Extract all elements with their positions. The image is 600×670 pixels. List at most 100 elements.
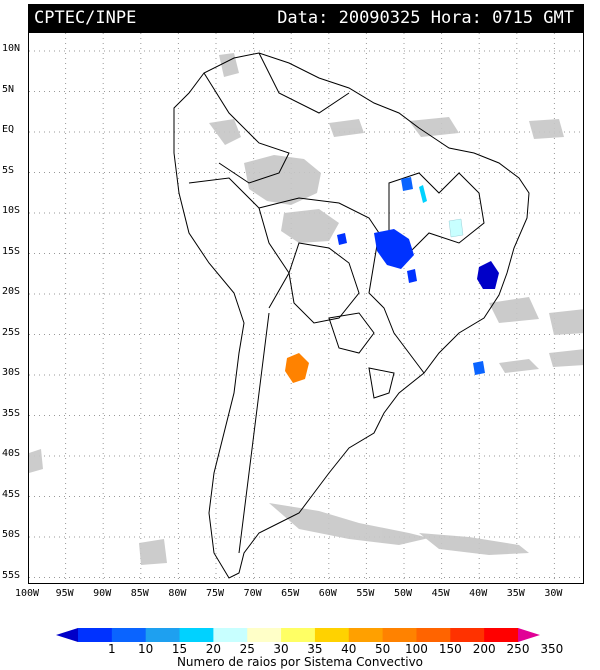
- legend-tick: 40: [341, 642, 357, 656]
- lat-label: 5S: [2, 164, 15, 176]
- legend-swatch: [145, 628, 181, 642]
- lon-label: 85W: [130, 588, 149, 599]
- border-bolivia: [288, 242, 360, 324]
- storm-piaui-line: [419, 185, 427, 203]
- south-america-coast: [173, 52, 530, 579]
- cloud-pacific-35s: [29, 449, 43, 473]
- lat-label: 55S: [2, 569, 21, 581]
- lon-label: 95W: [55, 588, 74, 599]
- legend-tick: 30: [273, 642, 289, 656]
- legend-tick: 50: [374, 642, 391, 656]
- legend-tick: 25: [239, 642, 255, 656]
- legend-swatch: [247, 628, 282, 642]
- legend-arrow-right: [518, 628, 540, 642]
- storm-mato-grosso-south: [407, 269, 417, 283]
- cloud-central: [281, 209, 339, 243]
- cloud-guiana: [409, 117, 459, 137]
- border-peru: [188, 177, 290, 309]
- cloud-colombia: [219, 53, 239, 77]
- header-bar: CPTEC/INPE Data: 20090325 Hora: 0715 GMT: [28, 4, 584, 32]
- lon-label: 70W: [243, 588, 262, 599]
- border-argentina-chile: [238, 312, 270, 554]
- lat-label: 25S: [2, 326, 21, 338]
- lon-label: 30W: [544, 588, 563, 599]
- lon-label: 35W: [506, 588, 525, 599]
- border-colombia: [203, 72, 290, 184]
- legend-swatch: [314, 628, 350, 642]
- legend-swatch: [213, 628, 248, 642]
- legend-tick: 10: [138, 642, 154, 656]
- storm-goias-shape: [374, 229, 414, 269]
- date-time-title: Data: 20090325 Hora: 0715 GMT: [277, 8, 574, 28]
- lat-label: 10S: [2, 205, 21, 216]
- storm-maranhao-shape: [401, 177, 413, 191]
- map-svg: [29, 33, 583, 583]
- cloud-venezuela: [329, 119, 364, 137]
- lat-label: 35S: [2, 407, 21, 419]
- border-venezuela: [258, 52, 350, 114]
- convective-storms: [285, 177, 499, 383]
- storm-goias-small: [337, 233, 347, 245]
- legend-swatch: [416, 628, 451, 642]
- cloud-atlantic-eq: [529, 119, 564, 139]
- legend-tick: 100: [405, 642, 428, 656]
- legend-tick: 1: [108, 642, 116, 656]
- cloud-south-pacific: [139, 539, 167, 565]
- legend-tick: 200: [472, 642, 496, 656]
- lat-label: 30S: [2, 367, 21, 378]
- lat-label: 10N: [2, 43, 21, 54]
- lat-label: 20S: [2, 286, 21, 297]
- cloud-patagonia-2: [419, 533, 529, 555]
- lon-label: 60W: [318, 588, 337, 599]
- legend-arrow-left: [56, 628, 78, 642]
- border-uruguay: [368, 367, 395, 399]
- map-panel: [28, 32, 584, 584]
- lat-label: 15S: [2, 245, 21, 257]
- cloud-north-peru: [209, 119, 241, 145]
- lat-label: 50S: [2, 529, 21, 540]
- legend-swatch: [450, 628, 485, 642]
- lat-label: EQ: [2, 124, 15, 135]
- lon-label: 55W: [356, 588, 375, 599]
- lon-label: 75W: [205, 588, 225, 599]
- color-legend-bar: [56, 628, 540, 642]
- legend-tick: 20: [205, 642, 222, 656]
- continent-outline: [173, 52, 530, 579]
- storm-argentina-shape: [285, 353, 309, 383]
- border-brazil: [258, 197, 425, 374]
- lon-label: 80W: [168, 588, 187, 599]
- cloud-ocean-32s: [499, 359, 539, 373]
- legend-swatch: [348, 628, 384, 642]
- storm-atlantic-south-shape: [473, 361, 485, 375]
- cloud-atlantic-se: [489, 297, 539, 323]
- lat-label: 45S: [2, 488, 21, 500]
- lon-label: 50W: [393, 588, 413, 599]
- lon-label: 45W: [431, 588, 450, 599]
- satellite-clouds: [29, 53, 583, 565]
- legend-tick: 15: [171, 642, 188, 656]
- cloud-patagonia-1: [269, 503, 429, 545]
- cloud-ocean-33s: [549, 349, 583, 367]
- legend-swatch: [78, 628, 113, 642]
- legend-tick: 250: [506, 642, 530, 656]
- storm-bahia-coast-shape: [477, 261, 499, 289]
- agency-title: CPTEC/INPE: [34, 8, 137, 28]
- lon-label: 40W: [469, 588, 488, 599]
- legend-swatch: [111, 628, 147, 642]
- lon-label: 65W: [281, 588, 300, 599]
- cloud-atlantic-s: [549, 309, 583, 335]
- lat-label: 5N: [2, 83, 15, 95]
- legend-swatch: [382, 628, 417, 642]
- legend-swatch: [179, 628, 214, 642]
- cloud-amazon: [244, 155, 321, 205]
- lat-label: 40S: [2, 448, 21, 459]
- border-paraguay: [328, 312, 375, 354]
- lon-label: 100W: [14, 588, 40, 599]
- legend-tick: 150: [438, 642, 462, 656]
- legend-swatch: [484, 628, 519, 642]
- map-gridlines: [29, 33, 583, 583]
- legend-tick: 35: [307, 642, 323, 656]
- storm-bahia-inland-shape: [448, 218, 464, 238]
- lon-label: 90W: [93, 588, 112, 599]
- legend-tick: 350: [540, 642, 564, 656]
